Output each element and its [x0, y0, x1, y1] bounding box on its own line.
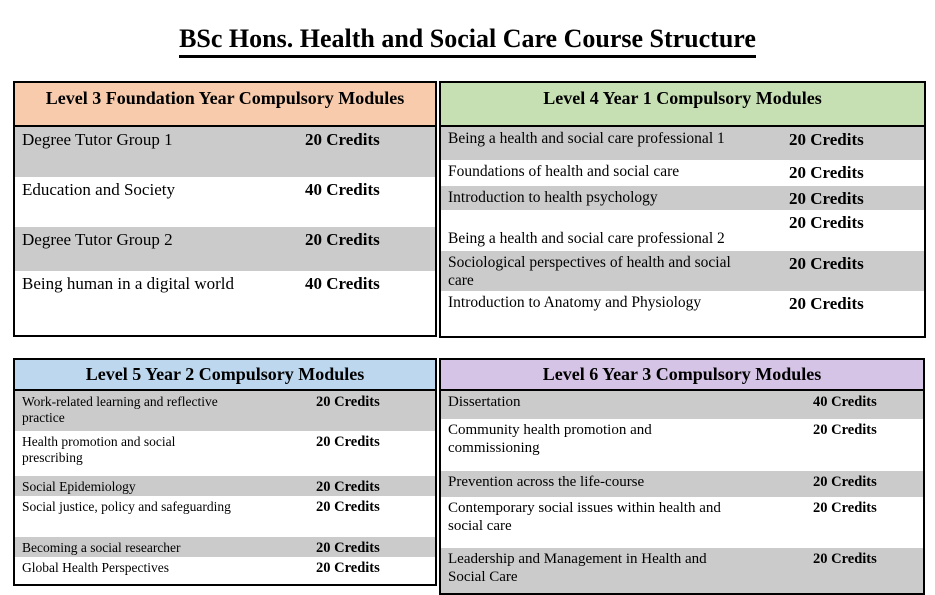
level-4-year-1-table: Level 4 Year 1 Compulsory Modules Being …: [439, 81, 926, 338]
credits-value: 20 Credits: [789, 254, 864, 273]
level-3-table-rows: Degree Tutor Group 1 20 Credits Education …: [15, 127, 435, 335]
level-6-table-header: Level 6 Year 3 Compulsory Modules: [441, 360, 923, 391]
table-row: Social justice, policy and safeguarding 2…: [15, 496, 435, 537]
table-row: Health promotion and social prescribing 2…: [15, 431, 435, 476]
level-5-table-rows: Work-related learning and reflective pra…: [15, 391, 435, 584]
table-row: Becoming a social researcher 20 Credits: [15, 537, 435, 557]
credits-value: 20 Credits: [305, 130, 380, 149]
credits-value: 40 Credits: [305, 274, 380, 293]
module-name: Degree Tutor Group 2: [22, 230, 173, 249]
table-row: Leadership and Management in Health and …: [441, 548, 923, 593]
module-name: Being a health and social care professio…: [448, 130, 725, 147]
module-name: Being human in a digital world: [22, 274, 234, 293]
table-row: Community health promotion and commissio…: [441, 419, 923, 471]
table-row: Prevention across the life-course 20 Cred…: [441, 471, 923, 497]
table-row: Degree Tutor Group 1 20 Credits: [15, 127, 435, 177]
module-name: Community health promotion and commissio…: [448, 422, 652, 456]
credits-value: 20 Credits: [305, 230, 380, 249]
credits-value: 20 Credits: [316, 499, 380, 515]
module-name: Becoming a social researcher: [22, 540, 181, 555]
table-row: Degree Tutor Group 2 20 Credits: [15, 227, 435, 271]
module-name: Introduction to Anatomy and Physiology: [448, 294, 702, 311]
table-row: Being human in a digital world 40 Credits: [15, 271, 435, 335]
level-3-foundation-year-table: Level 3 Foundation Year Compulsory Modul…: [13, 81, 437, 337]
table-row: Contemporary social issues within health…: [441, 497, 923, 548]
credits-value: 20 Credits: [813, 474, 877, 490]
table-row: Sociological perspectives of health and …: [441, 251, 924, 291]
credits-value: 20 Credits: [316, 479, 380, 495]
module-name: Leadership and Management in Health and …: [448, 551, 707, 585]
level-4-table-rows: Being a health and social care professio…: [441, 127, 924, 336]
level-4-table-header: Level 4 Year 1 Compulsory Modules: [441, 83, 924, 127]
module-name: Contemporary social issues within health…: [448, 500, 721, 534]
table-row: Being a health and social care professio…: [441, 127, 924, 160]
credits-value: 20 Credits: [789, 213, 864, 232]
credits-value: 20 Credits: [813, 551, 877, 567]
module-name: Being a health and social care professio…: [448, 229, 725, 247]
credits-value: 20 Credits: [789, 163, 864, 182]
table-row: Introduction to Anatomy and Physiology 20…: [441, 291, 924, 336]
module-name: Global Health Perspectives: [22, 560, 169, 575]
table-row: Global Health Perspectives 20 Credits: [15, 557, 435, 584]
table-row: Introduction to health psychology 20 Cred…: [441, 186, 924, 210]
table-row: Education and Society 40 Credits: [15, 177, 435, 227]
table-row: Being a health and social care professio…: [441, 210, 924, 251]
credits-value: 40 Credits: [813, 394, 877, 410]
credits-value: 20 Credits: [789, 130, 864, 149]
credits-value: 20 Credits: [789, 294, 864, 313]
table-row: Social Epidemiology 20 Credits: [15, 476, 435, 496]
level-6-year-3-table: Level 6 Year 3 Compulsory Modules Disser…: [439, 358, 925, 595]
module-name: Work-related learning and reflective pra…: [22, 394, 218, 425]
module-name: Prevention across the life-course: [448, 474, 645, 490]
module-name: Health promotion and social prescribing: [22, 434, 176, 465]
level-5-year-2-table: Level 5 Year 2 Compulsory Modules Work-r…: [13, 358, 437, 586]
credits-value: 20 Credits: [316, 434, 380, 450]
module-name: Introduction to health psychology: [448, 189, 658, 206]
credits-value: 20 Credits: [813, 422, 877, 438]
table-row: Dissertation 40 Credits: [441, 391, 923, 419]
page-title: BSc Hons. Health and Social Care Course …: [179, 24, 756, 58]
module-name: Sociological perspectives of health and …: [448, 254, 731, 290]
module-name: Dissertation: [448, 394, 521, 410]
level-6-table-rows: Dissertation 40 Credits Community health p…: [441, 391, 923, 593]
table-row: Work-related learning and reflective pra…: [15, 391, 435, 431]
credits-value: 20 Credits: [316, 560, 380, 576]
level-5-table-header: Level 5 Year 2 Compulsory Modules: [15, 360, 435, 391]
module-name: Social Epidemiology: [22, 479, 136, 494]
module-name: Education and Society: [22, 180, 175, 199]
module-name: Foundations of health and social care: [448, 163, 680, 180]
table-row: Foundations of health and social care 20 …: [441, 160, 924, 186]
credits-value: 20 Credits: [316, 394, 380, 410]
module-name: Social justice, policy and safeguarding: [22, 499, 231, 514]
credits-value: 20 Credits: [813, 500, 877, 516]
credits-value: 20 Credits: [316, 540, 380, 556]
title-container: BSc Hons. Health and Social Care Course …: [0, 24, 935, 58]
module-name: Degree Tutor Group 1: [22, 130, 173, 149]
credits-value: 40 Credits: [305, 180, 380, 199]
level-3-table-header: Level 3 Foundation Year Compulsory Modul…: [15, 83, 435, 127]
credits-value: 20 Credits: [789, 189, 864, 208]
